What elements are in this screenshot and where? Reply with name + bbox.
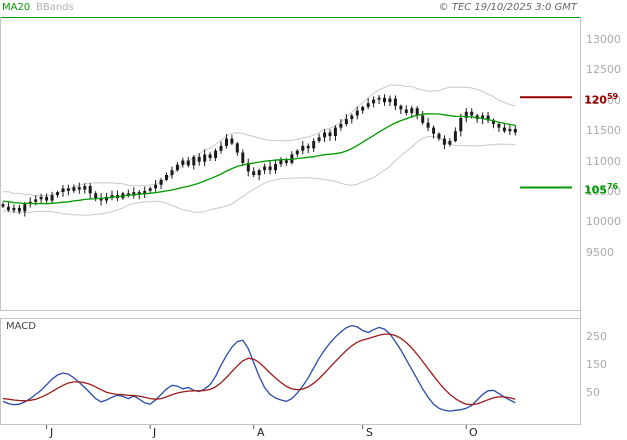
ma20-legend-label: MA20 bbox=[2, 2, 31, 13]
x-axis-month-label: J bbox=[50, 426, 54, 439]
price-axis-label: 12000 bbox=[586, 94, 621, 107]
x-axis-month-label: S bbox=[366, 426, 373, 439]
price-axis-label: 12500 bbox=[586, 63, 621, 76]
support-price-tag: 10576 bbox=[584, 180, 618, 197]
resistance-price-main: 120 bbox=[584, 93, 607, 107]
x-axis-month-label: J bbox=[153, 426, 157, 439]
x-axis-month-label: O bbox=[469, 426, 478, 439]
support-price-sup: 76 bbox=[606, 182, 619, 191]
price-axis-label: 11500 bbox=[586, 124, 621, 137]
bbands-legend-label: BBands bbox=[36, 2, 74, 13]
price-axis-label: 11000 bbox=[586, 155, 621, 168]
macd-axis-label: 250 bbox=[586, 330, 607, 343]
macd-axis-label: 50 bbox=[586, 386, 600, 399]
macd-panel-label: MACD bbox=[6, 321, 36, 332]
copyright-text: © TEC 19/10/2025 3:0 GMT bbox=[438, 2, 577, 13]
x-axis-month-label: A bbox=[257, 426, 265, 439]
support-price-main: 105 bbox=[584, 183, 607, 197]
price-axis-label: 10500 bbox=[586, 185, 621, 198]
resistance-price-sup: 59 bbox=[606, 92, 619, 101]
price-axis-label: 13000 bbox=[586, 33, 621, 46]
price-axis-label: 10000 bbox=[586, 215, 621, 228]
resistance-price-tag: 12059 bbox=[584, 90, 618, 107]
macd-axis-label: 150 bbox=[586, 358, 607, 371]
price-axis-label: 9500 bbox=[586, 246, 614, 259]
